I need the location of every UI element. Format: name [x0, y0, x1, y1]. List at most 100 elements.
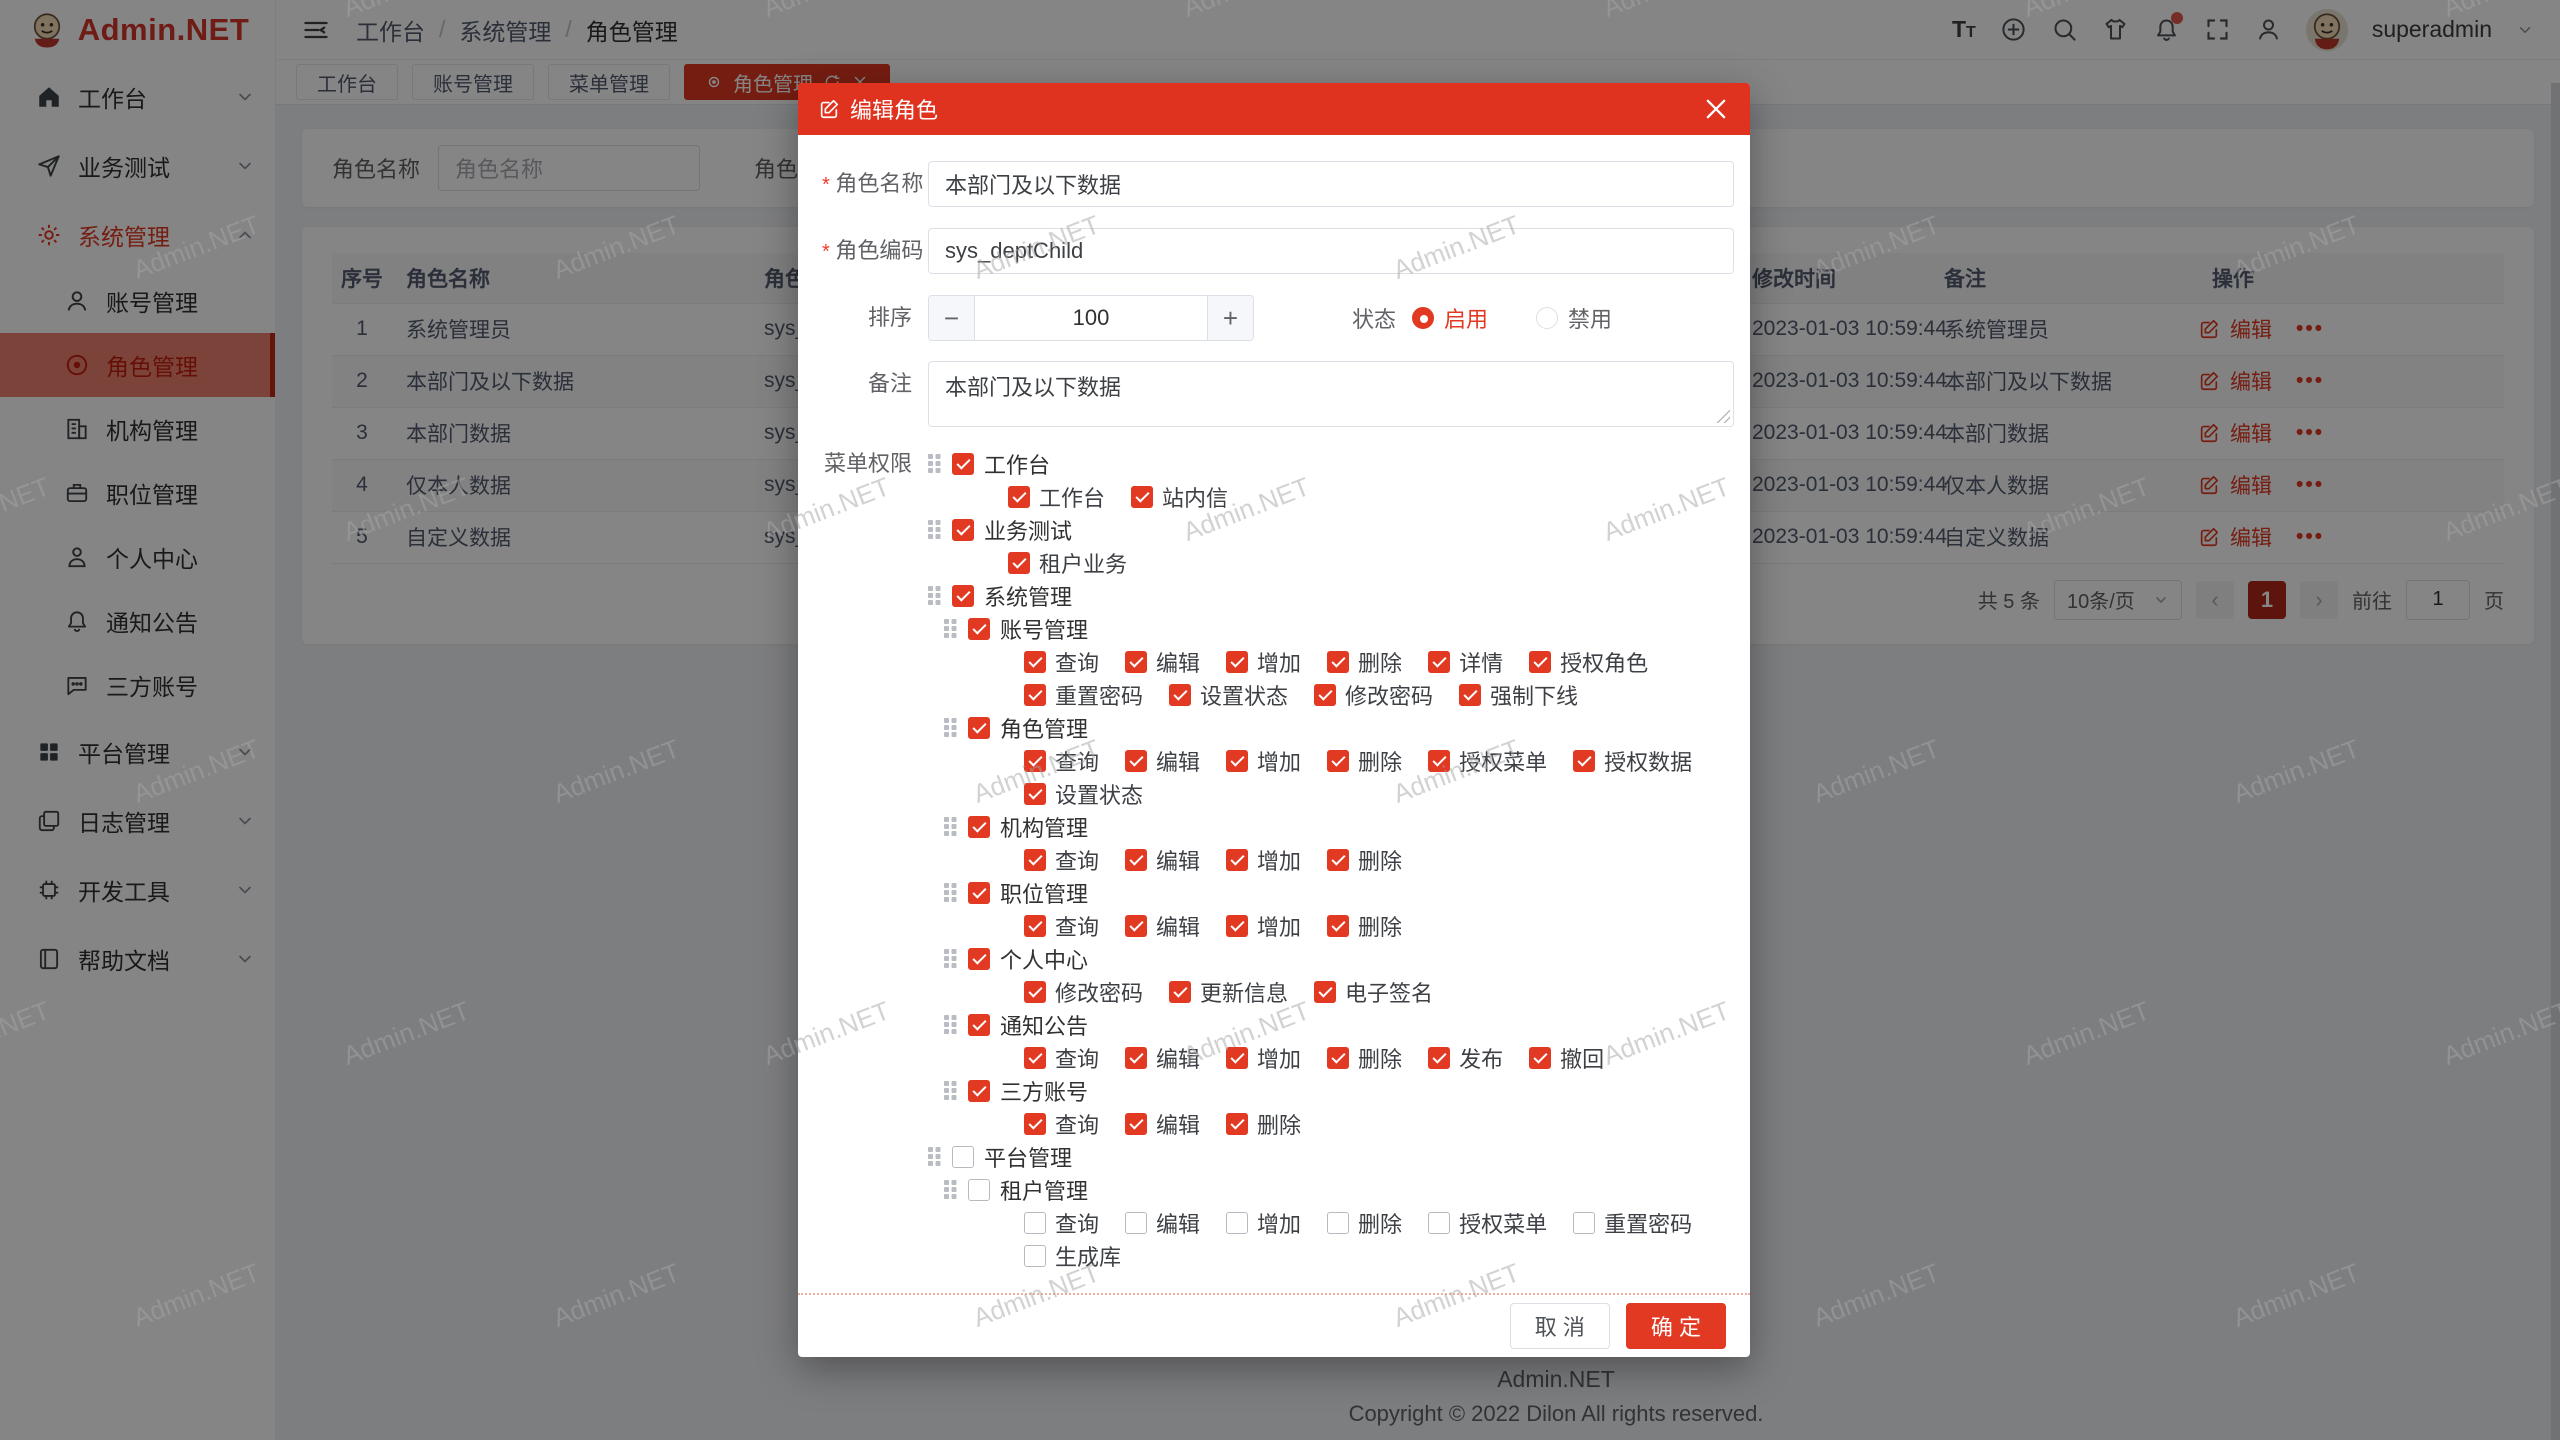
permission-chip[interactable]: 撤回 [1529, 1041, 1604, 1074]
tab-账号管理[interactable]: 账号管理 [412, 64, 534, 100]
checkbox[interactable] [1125, 1211, 1148, 1234]
page-scrollbar[interactable] [2551, 83, 2560, 1440]
checkbox[interactable] [1024, 1244, 1046, 1267]
collapse-menu-icon[interactable] [302, 16, 330, 44]
permission-chip[interactable]: 编辑 [1125, 645, 1200, 678]
permission-chip[interactable]: 修改密码 [1024, 975, 1143, 1008]
checkbox[interactable] [1125, 914, 1148, 937]
sidebar-item-workbench[interactable]: 工作台 [0, 62, 275, 131]
permission-chip[interactable]: 删除 [1327, 843, 1402, 876]
app-logo[interactable]: Admin.NET [0, 0, 275, 60]
permission-chip[interactable]: 电子签名 [1314, 975, 1433, 1008]
checkbox[interactable] [1327, 650, 1350, 673]
checkbox[interactable] [1573, 1211, 1596, 1234]
drag-handle-icon[interactable] [944, 1015, 956, 1034]
checkbox[interactable] [1125, 650, 1148, 673]
sidebar-item-position[interactable]: 职位管理 [0, 461, 275, 525]
permission-chip[interactable]: 删除 [1327, 1041, 1402, 1074]
checkbox[interactable] [1024, 848, 1046, 871]
checkbox[interactable] [1226, 749, 1249, 772]
checkbox[interactable] [1529, 650, 1552, 673]
edit-button[interactable]: 编辑 [2230, 319, 2272, 342]
avatar[interactable] [2305, 8, 2348, 51]
more-actions-button[interactable]: ••• [2296, 369, 2325, 392]
checkbox[interactable] [1024, 980, 1046, 1003]
permission-chip[interactable]: 租户业务 [1008, 546, 1127, 579]
checkbox[interactable] [1226, 848, 1249, 871]
permission-chip[interactable]: 删除 [1327, 645, 1402, 678]
permission-chip[interactable]: 站内信 [1131, 480, 1228, 513]
permission-chip[interactable]: 发布 [1428, 1041, 1503, 1074]
status-radio-disabled[interactable]: 禁用 [1536, 302, 1612, 334]
more-actions-button[interactable]: ••• [2296, 317, 2325, 340]
permission-chip[interactable]: 授权数据 [1573, 744, 1692, 777]
edit-button[interactable]: 编辑 [2230, 371, 2272, 394]
permission-chip[interactable]: 编辑 [1125, 1107, 1200, 1140]
sidebar-item-biz-test[interactable]: 业务测试 [0, 131, 275, 200]
checkbox[interactable] [968, 1079, 990, 1102]
checkbox[interactable] [1327, 749, 1350, 772]
checkbox[interactable] [1024, 914, 1046, 937]
permission-chip[interactable]: 增加 [1226, 1206, 1301, 1239]
role-name-search-input[interactable]: 角色名称 [438, 145, 701, 191]
status-radio-enabled[interactable]: 启用 [1412, 302, 1488, 334]
checkbox[interactable] [1169, 683, 1192, 706]
sort-value[interactable]: 100 [1072, 305, 1110, 330]
prev-page-button[interactable]: ‹ [2196, 580, 2234, 619]
tab-菜单管理[interactable]: 菜单管理 [548, 64, 670, 100]
more-actions-button[interactable]: ••• [2296, 525, 2325, 548]
checkbox[interactable] [1327, 914, 1350, 937]
permission-chip[interactable]: 增加 [1226, 843, 1301, 876]
checkbox[interactable] [1125, 848, 1148, 871]
chevron-down-icon[interactable] [2516, 21, 2534, 39]
edit-button[interactable]: 编辑 [2230, 527, 2272, 550]
permission-chip[interactable]: 增加 [1226, 909, 1301, 942]
checkbox[interactable] [1125, 1046, 1148, 1069]
permission-chip[interactable]: 详情 [1428, 645, 1503, 678]
permission-chip[interactable]: 修改密码 [1314, 678, 1433, 711]
checkbox[interactable] [1024, 683, 1046, 706]
checkbox[interactable] [952, 452, 974, 475]
confirm-button[interactable]: 确 定 [1625, 1303, 1726, 1349]
checkbox[interactable] [1314, 980, 1337, 1003]
sidebar-item-third-account[interactable]: 三方账号 [0, 653, 275, 717]
permission-chip[interactable]: 删除 [1226, 1107, 1301, 1140]
drag-handle-icon[interactable] [944, 1180, 956, 1199]
checkbox[interactable] [952, 518, 974, 541]
more-actions-button[interactable]: ••• [2296, 473, 2325, 496]
sidebar-item-logs[interactable]: 日志管理 [0, 786, 275, 855]
breadcrumb-system[interactable]: 系统管理 [459, 18, 552, 45]
sidebar-item-org[interactable]: 机构管理 [0, 397, 275, 461]
permission-chip[interactable]: 强制下线 [1459, 678, 1578, 711]
language-icon[interactable] [2000, 16, 2027, 43]
permission-chip[interactable]: 授权角色 [1529, 645, 1648, 678]
notification-bell-icon[interactable] [2153, 12, 2183, 43]
next-page-button[interactable]: › [2300, 580, 2338, 619]
role-code-input[interactable]: sys_deptChild [928, 228, 1734, 274]
user-icon[interactable] [2255, 16, 2282, 43]
cancel-button[interactable]: 取 消 [1509, 1303, 1610, 1349]
checkbox[interactable] [1008, 485, 1030, 508]
checkbox[interactable] [968, 881, 990, 904]
edit-button[interactable]: 编辑 [2230, 475, 2272, 498]
permission-chip[interactable]: 更新信息 [1169, 975, 1288, 1008]
permission-chip[interactable]: 工作台 [1008, 480, 1105, 513]
checkbox[interactable] [1125, 1112, 1148, 1135]
checkbox[interactable] [1226, 1046, 1249, 1069]
checkbox[interactable] [1226, 1112, 1249, 1135]
drag-handle-icon[interactable] [944, 619, 956, 638]
permission-chip[interactable]: 编辑 [1125, 744, 1200, 777]
more-actions-button[interactable]: ••• [2296, 421, 2325, 444]
breadcrumb-workbench[interactable]: 工作台 [356, 18, 425, 45]
search-icon[interactable] [2051, 16, 2078, 43]
drag-handle-icon[interactable] [928, 1147, 940, 1166]
checkbox[interactable] [968, 947, 990, 970]
permission-chip[interactable]: 授权菜单 [1428, 1206, 1547, 1239]
permission-chip[interactable]: 编辑 [1125, 909, 1200, 942]
checkbox[interactable] [1024, 749, 1046, 772]
drag-handle-icon[interactable] [944, 1081, 956, 1100]
sidebar-item-help[interactable]: 帮助文档 [0, 924, 275, 993]
checkbox[interactable] [1024, 650, 1046, 673]
permission-chip[interactable]: 增加 [1226, 744, 1301, 777]
checkbox[interactable] [1428, 1046, 1451, 1069]
